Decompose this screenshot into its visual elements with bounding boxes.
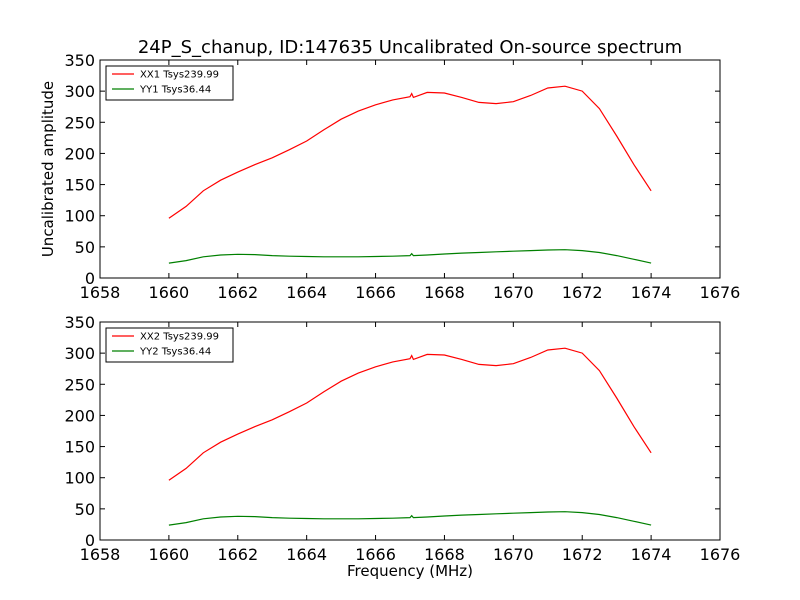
legend-box <box>105 65 234 101</box>
y-axis-label: Uncalibrated amplitude <box>39 81 57 257</box>
plot-frame <box>99 321 721 541</box>
x-tick-label: 1676 <box>700 283 741 302</box>
y-tick-label: 350 <box>64 51 95 70</box>
y-tick-label: 200 <box>64 406 95 425</box>
x-tick-label: 1674 <box>631 545 672 564</box>
x-tick-label: 1662 <box>217 283 258 302</box>
chart-title: 24P_S_chanup, ID:147635 Uncalibrated On-… <box>138 37 682 58</box>
x-tick-label: 1664 <box>286 283 327 302</box>
y-tick-label: 250 <box>64 375 95 394</box>
series-line-yy <box>168 511 652 526</box>
y-tick-label: 50 <box>75 500 95 519</box>
x-tick-label: 1670 <box>493 545 534 564</box>
x-tick-label: 1660 <box>149 283 190 302</box>
series-line-yy <box>168 249 652 264</box>
y-tick-label: 50 <box>75 238 95 257</box>
x-tick-label: 1672 <box>562 283 603 302</box>
y-tick-label: 350 <box>64 313 95 332</box>
legend: XX2 Tsys239.99 YY2 Tsys36.44 <box>105 327 234 363</box>
y-tick-label: 0 <box>85 269 95 288</box>
legend-label: XX2 Tsys239.99 <box>140 332 219 343</box>
legend-box <box>105 327 234 363</box>
x-tick-label: 1658 <box>80 545 121 564</box>
legend: XX1 Tsys239.99 YY1 Tsys36.44 <box>105 65 234 101</box>
bottom-panel: 1658 1660 1662 1664 1666 1668 1670 1672 1674 1676… <box>64 313 740 564</box>
x-tick-label: 1674 <box>631 283 672 302</box>
top-panel: 1658 1660 1662 1664 1666 1668 1670 1672 1674 1676… <box>64 51 740 302</box>
x-tick-label: 1672 <box>562 545 603 564</box>
x-tick-label: 1664 <box>286 545 327 564</box>
plot-frame <box>99 59 721 279</box>
y-tick-label: 0 <box>85 531 95 550</box>
y-tick-label: 150 <box>64 176 95 195</box>
x-tick-label: 1668 <box>424 283 465 302</box>
y-tick-label: 300 <box>64 344 95 363</box>
x-tick-label: 1666 <box>355 545 396 564</box>
y-tick-label: 100 <box>64 207 95 226</box>
y-tick-label: 300 <box>64 82 95 101</box>
legend-label: XX1 Tsys239.99 <box>140 70 219 81</box>
series-line-xx <box>168 347 652 481</box>
x-axis-label: Frequency (MHz) <box>347 562 473 580</box>
legend-label: YY2 Tsys36.44 <box>139 347 211 358</box>
y-tick-label: 250 <box>64 113 95 132</box>
x-tick-label: 1660 <box>149 545 190 564</box>
y-tick-label: 150 <box>64 438 95 457</box>
series-line-xx <box>168 85 652 219</box>
x-tick-label: 1658 <box>80 283 121 302</box>
x-tick-label: 1666 <box>355 283 396 302</box>
x-tick-label: 1668 <box>424 545 465 564</box>
legend-label: YY1 Tsys36.44 <box>139 85 211 96</box>
x-tick-label: 1662 <box>217 545 258 564</box>
y-tick-label: 200 <box>64 144 95 163</box>
y-tick-label: 100 <box>64 469 95 488</box>
x-tick-label: 1670 <box>493 283 534 302</box>
x-tick-label: 1676 <box>700 545 741 564</box>
